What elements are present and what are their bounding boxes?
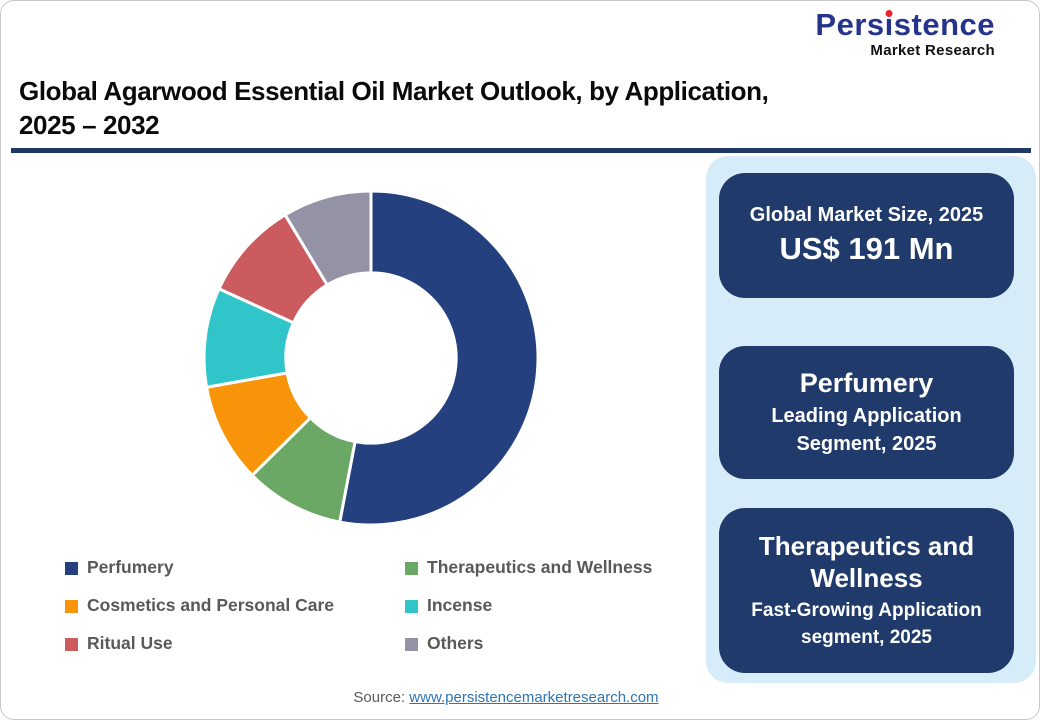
- title-divider: [11, 148, 1031, 153]
- legend-item-incense: Incense: [405, 595, 652, 616]
- brand-subtitle: Market Research: [870, 42, 995, 59]
- brand-wordmark: Persı stence: [815, 7, 995, 42]
- legend-label: Cosmetics and Personal Care: [87, 595, 335, 615]
- legend-item-ritual-use: Ritual Use: [65, 633, 405, 654]
- legend-label: Others: [427, 633, 484, 653]
- title-line-2: 2025 – 2032: [19, 109, 160, 140]
- market-size-box: Global Market Size, 2025 US$ 191 Mn: [719, 173, 1014, 298]
- pie-slice-perfumery: [338, 189, 540, 527]
- page-title: Global Agarwood Essential Oil Market Out…: [19, 75, 769, 143]
- legend-item-perfumery: Perfumery: [65, 557, 405, 578]
- legend-swatch-icon: [405, 561, 418, 575]
- legend-label: Incense: [427, 595, 493, 615]
- highlights-panel: Global Market Size, 2025 US$ 191 Mn Perf…: [706, 156, 1036, 683]
- legend-label: Perfumery: [87, 557, 174, 577]
- market-size-label: Global Market Size, 2025: [749, 204, 984, 227]
- legend-swatch-icon: [405, 599, 418, 613]
- chart-legend: Perfumery Therapeutics and Wellness Cosm…: [65, 557, 652, 654]
- legend-swatch-icon: [65, 561, 78, 575]
- logo-i-letter: ı: [884, 7, 894, 42]
- legend-label: Ritual Use: [87, 633, 173, 653]
- fast-growing-segment-subtitle: Fast-Growing Application segment, 2025: [751, 599, 982, 648]
- source-link[interactable]: www.persistencemarketresearch.com: [409, 689, 659, 706]
- pie-slice-others: [283, 189, 373, 287]
- logo-red-dot-icon: [885, 10, 893, 17]
- legend-swatch-icon: [65, 599, 78, 613]
- source-label: Source:: [353, 689, 406, 706]
- brand-logo: Persı stence Market Research: [815, 9, 995, 58]
- fast-growing-segment-title: Therapeutics and Wellness: [758, 530, 975, 594]
- legend-swatch-icon: [65, 637, 78, 651]
- donut-chart: [202, 189, 540, 527]
- leading-segment-subtitle: Leading Application Segment, 2025: [771, 405, 962, 456]
- legend-item-others: Others: [405, 633, 652, 654]
- source-line: Source: www.persistencemarketresearch.co…: [353, 689, 658, 706]
- leading-segment-title: Perfumery: [799, 367, 934, 398]
- legend-item-cosmetics-and-personal-care: Cosmetics and Personal Care: [65, 595, 405, 616]
- legend-item-therapeutics-and-wellness: Therapeutics and Wellness: [405, 557, 652, 578]
- legend-swatch-icon: [405, 637, 418, 651]
- leading-segment-box: Perfumery Leading Application Segment, 2…: [719, 346, 1014, 479]
- legend-label: Therapeutics and Wellness: [427, 557, 653, 577]
- market-size-value: US$ 191 Mn: [779, 231, 954, 267]
- fast-growing-segment-box: Therapeutics and Wellness Fast-Growing A…: [719, 508, 1014, 673]
- title-line-1: Global Agarwood Essential Oil Market Out…: [19, 76, 769, 106]
